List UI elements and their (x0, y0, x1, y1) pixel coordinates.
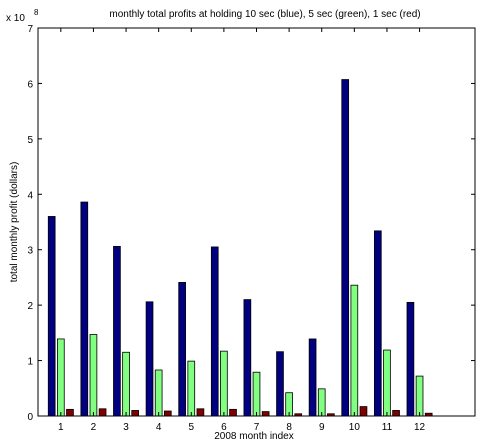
bar-series-1-month-2 (80, 201, 89, 417)
y-tick-label: 2 (27, 301, 33, 312)
bar-series-1-month-3 (113, 245, 121, 417)
y-axis-multiplier-exponent: 8 (34, 8, 39, 17)
x-tick-label: 3 (123, 422, 129, 433)
bar-series-2-month-2 (89, 334, 98, 417)
x-tick-label: 2 (91, 422, 97, 433)
bar-series-1-month-10 (341, 79, 350, 417)
x-axis-label: 2008 month index (214, 431, 294, 442)
bar-series-3-month-6 (229, 408, 237, 417)
bar-series-1-month-4 (145, 301, 154, 417)
y-tick-label: 0 (27, 412, 33, 423)
y-axis-multiplier: x 10 (6, 13, 25, 24)
bar-series-3-month-1 (66, 408, 74, 417)
bar-series-1-month-5 (178, 282, 186, 417)
bar-series-1-month-12 (406, 301, 415, 417)
y-axis-label: total monthly profit (dollars) (9, 162, 20, 283)
bar-series-1-month-7 (243, 299, 252, 417)
y-tick-label: 1 (27, 357, 33, 368)
bar-series-2-month-11 (383, 349, 391, 417)
x-tick-label: 1 (58, 422, 64, 433)
bar-series-1-month-1 (47, 216, 56, 417)
bar-series-3-month-3 (131, 410, 140, 417)
bar-series-3-month-4 (163, 410, 172, 417)
bar-series-2-month-3 (122, 351, 130, 417)
x-tick-label: 5 (188, 422, 194, 433)
y-tick-label: 3 (27, 246, 33, 257)
bar-series-3-month-7 (261, 411, 270, 417)
y-tick-label: 7 (27, 24, 33, 35)
bar-series-2-month-4 (154, 369, 163, 417)
bar-series-2-month-6 (220, 350, 228, 417)
bar-series-3-month-11 (392, 410, 400, 417)
bar-series-2-month-1 (57, 338, 65, 417)
bar-series-2-month-9 (317, 388, 326, 417)
bars-layer (47, 79, 433, 417)
bar-series-2-month-5 (187, 360, 196, 417)
y-tick-label: 5 (27, 135, 33, 146)
x-tick-label: 12 (414, 422, 426, 433)
bar-series-2-month-7 (252, 371, 261, 417)
bar-series-1-month-11 (373, 230, 382, 417)
x-tick-label: 11 (382, 422, 393, 433)
x-tick-label: 8 (286, 422, 292, 433)
bar-series-1-month-9 (308, 338, 317, 417)
x-tick-label: 6 (221, 422, 227, 433)
bar-series-1-month-6 (210, 246, 219, 417)
x-tick-label: 10 (349, 422, 361, 433)
bar-series-3-month-10 (359, 406, 368, 417)
x-tick-label: 7 (254, 422, 260, 433)
chart-title: monthly total profits at holding 10 sec … (109, 9, 420, 20)
bar-series-2-month-10 (350, 284, 359, 417)
bar-series-1-month-8 (276, 351, 284, 417)
bar-series-2-month-12 (415, 375, 424, 417)
x-tick-label: 9 (319, 422, 325, 433)
bar-series-3-month-2 (98, 408, 107, 417)
y-tick-label: 6 (27, 79, 33, 90)
bar-series-3-month-5 (196, 408, 205, 417)
y-tick-label: 4 (27, 190, 33, 201)
x-tick-label: 4 (156, 422, 162, 433)
